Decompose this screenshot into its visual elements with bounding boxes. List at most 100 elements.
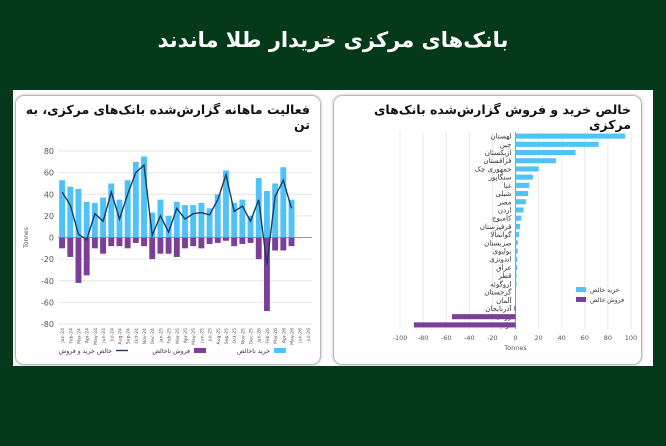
- sell-bar: [280, 237, 287, 251]
- x-tick-label: Feb-25: [167, 328, 173, 344]
- sell-bar: [108, 237, 115, 247]
- x-tick-label: Oct-24: [134, 328, 140, 344]
- country-label: قزاقستان: [483, 157, 511, 165]
- country-label: اردن: [498, 206, 512, 214]
- x-tick-label: Dec-25: [249, 328, 255, 344]
- x-tick-label: Oct-25: [232, 328, 238, 344]
- x-tick-label: Nov-24: [142, 328, 148, 344]
- sell-bar: [59, 237, 66, 249]
- x-tick-label: Jun-25: [199, 328, 205, 344]
- y-tick-label: 80: [44, 147, 54, 156]
- y-tick-label: 40: [44, 190, 54, 199]
- net-line: [61, 163, 293, 265]
- x-tick-label: Mar-24: [76, 328, 82, 344]
- sell-bar: [116, 237, 123, 247]
- x-tick-label: Nov-25: [240, 328, 246, 344]
- buy-bar: [100, 197, 107, 238]
- x-tick-label: Apr-24: [85, 328, 91, 343]
- x-tick-label: 20: [534, 334, 542, 342]
- net-buy-bar: [515, 297, 517, 303]
- buy-bar: [288, 199, 295, 238]
- buy-bar: [132, 161, 139, 238]
- sell-bar: [124, 237, 131, 249]
- buy-bar: [190, 205, 197, 238]
- sell-bar: [214, 237, 221, 243]
- country-label: آذربایجان: [485, 304, 512, 313]
- net-purchases-chart-card: خالص خرید و فروش گزارش‌شده بانک‌های مرکز…: [333, 95, 642, 365]
- buy-bar: [59, 180, 66, 238]
- x-tick-label: May-26: [290, 328, 296, 345]
- net-buy-bar: [515, 149, 576, 156]
- y-tick-label: -40: [41, 277, 54, 286]
- x-tick-label: Sep-24: [126, 328, 132, 344]
- x-tick-label: Feb-26: [265, 328, 271, 344]
- net-buy-bar: [515, 289, 517, 295]
- net-buy-bar: [515, 133, 626, 139]
- sell-bar: [182, 237, 188, 249]
- sell-bar: [132, 237, 139, 243]
- y-tick-label: 20: [44, 212, 54, 221]
- country-label: لهستان: [491, 133, 512, 141]
- y-tick-label: -20: [41, 255, 54, 264]
- country-label: ازبکستان: [485, 149, 512, 157]
- country-label: آلمان: [496, 296, 512, 305]
- legend-swatch-sell: [194, 348, 206, 353]
- x-tick-label: Sep-25: [224, 328, 230, 344]
- y-tick-label: -60: [41, 298, 54, 307]
- x-tick-label: Aug-25: [216, 328, 222, 345]
- x-tick-label: Aug-24: [117, 328, 123, 345]
- net-buy-bar: [515, 207, 524, 213]
- x-tick-label: Jul-26: [306, 328, 312, 342]
- buy-bar: [141, 156, 147, 238]
- country-label: گرجستان: [484, 288, 512, 297]
- page-title: بانک‌های مرکزی خریدار طلا ماندند: [157, 28, 509, 52]
- country-label: قطر: [498, 272, 512, 280]
- country-label: مصر: [497, 198, 512, 206]
- sell-bar: [255, 237, 262, 260]
- x-tick-label: Apr-25: [183, 328, 189, 343]
- buy-bar: [173, 201, 180, 238]
- x-tick-label: 80: [604, 334, 612, 342]
- x-tick-label: Jan-26: [257, 328, 263, 344]
- x-tick-label: -80: [418, 334, 429, 342]
- sell-bar: [206, 237, 213, 244]
- net-buy-bar: [515, 191, 529, 197]
- buy-bar: [239, 199, 246, 238]
- legend-label-buy: خرید خالص: [590, 287, 620, 294]
- net-buy-bar: [515, 256, 518, 262]
- sell-bar: [239, 237, 246, 244]
- x-tick-label: May-25: [191, 328, 197, 345]
- buy-bar: [255, 178, 262, 238]
- sell-bar: [83, 237, 90, 276]
- country-label: غنا: [504, 182, 512, 190]
- sell-bar: [272, 237, 279, 251]
- country-label: جمهوری چک: [475, 165, 512, 173]
- net-purchases-chart-title: خالص خرید و فروش گزارش‌شده بانک‌های مرکز…: [373, 102, 631, 132]
- x-tick-label: Jan-24: [60, 328, 66, 344]
- x-tick-label: Jul-24: [109, 328, 115, 342]
- country-label: گواتمالا: [490, 230, 512, 239]
- net-buy-bar: [515, 281, 517, 287]
- x-axis-label: Tonnes: [503, 344, 527, 352]
- legend-label-buy: خرید ناخالص: [237, 348, 270, 355]
- country-label: شیلی: [495, 190, 511, 198]
- x-tick-label: Jan-25: [158, 328, 164, 344]
- net-buy-bar: [515, 215, 522, 221]
- legend-label-net: خالص خرید و فروش: [59, 348, 112, 355]
- buy-bar: [223, 170, 229, 238]
- y-tick-label: -80: [41, 320, 54, 329]
- buy-bar: [198, 202, 205, 238]
- charts-panel: فعالیت ماهانه گزارش‌شده بانک‌های مرکزی، …: [13, 90, 653, 366]
- buy-bar: [91, 202, 98, 238]
- country-label: سنگاپور: [488, 173, 512, 182]
- net-buy-bar: [515, 248, 518, 254]
- buy-bar: [280, 167, 287, 238]
- monthly-activity-chart-title: فعالیت ماهانه گزارش‌شده بانک‌های مرکزی، …: [25, 102, 310, 132]
- x-tick-label: Feb-24: [68, 328, 74, 344]
- net-buy-bar: [515, 166, 539, 172]
- x-tick-label: 100: [625, 334, 637, 342]
- country-label: بولیوی: [493, 248, 512, 256]
- sell-bar: [173, 237, 180, 257]
- monthly-activity-chart-card: فعالیت ماهانه گزارش‌شده بانک‌های مرکزی، …: [15, 95, 321, 365]
- net-sell-bar: [413, 322, 516, 328]
